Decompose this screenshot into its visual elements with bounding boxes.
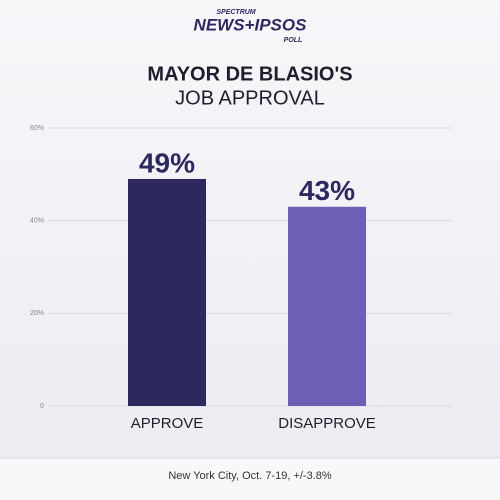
y-tick-label: 60% (30, 125, 44, 132)
y-tick-label: 0 (40, 403, 44, 410)
logo-top: SPECTRUM (216, 9, 255, 16)
value-label: 49% (139, 147, 195, 178)
x-tick-label: APPROVE (131, 415, 204, 432)
y-tick-label: 40% (30, 218, 44, 225)
logo-main: NEWS+IPSOS (194, 15, 308, 34)
y-tick-label: 20% (30, 310, 44, 317)
chart-title: MAYOR DE BLASIO'S (147, 63, 352, 85)
footnote: New York City, Oct. 7-19, +/-3.8% (168, 470, 332, 482)
value-label: 43% (299, 175, 355, 206)
bar (288, 206, 366, 406)
bar (128, 178, 206, 406)
chart-subtitle: JOB APPROVAL (175, 87, 325, 109)
x-tick-label: DISAPPROVE (278, 415, 376, 432)
logo-bottom: POLL (284, 37, 303, 44)
footer-band (0, 458, 500, 500)
